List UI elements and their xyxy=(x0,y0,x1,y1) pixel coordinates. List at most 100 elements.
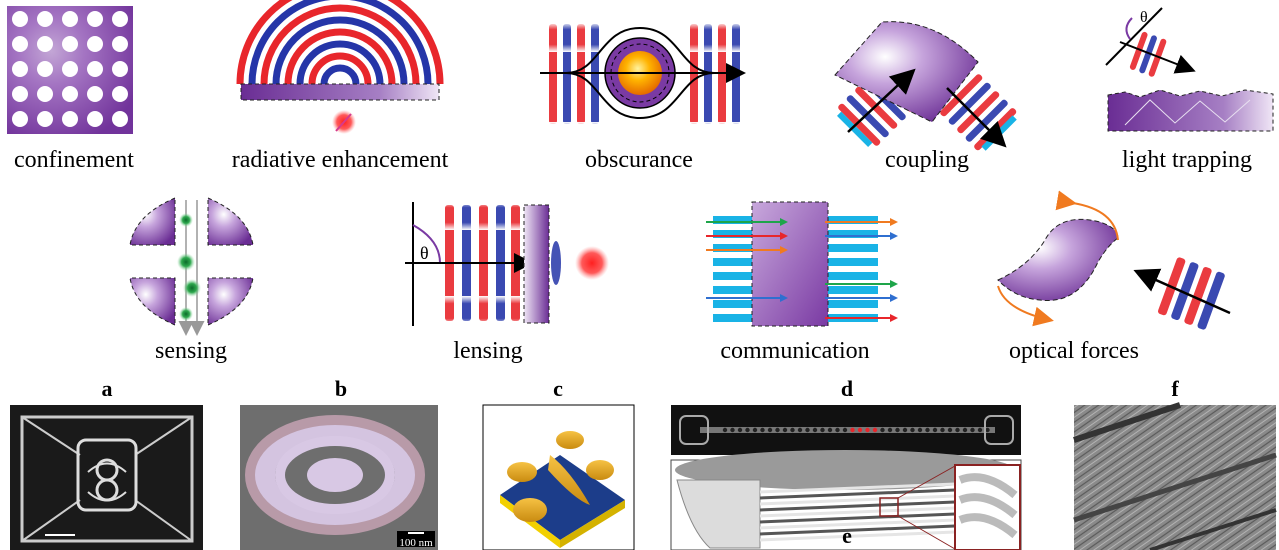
wavefront-ring xyxy=(236,0,444,85)
wave-stripe xyxy=(1129,31,1148,70)
nanobeam-hole xyxy=(910,427,915,433)
waveguide-bar xyxy=(828,286,878,294)
nanobeam-hole xyxy=(775,427,780,433)
waveguide-bar xyxy=(828,230,878,238)
waveguide-bar xyxy=(713,216,753,224)
hole xyxy=(62,61,78,77)
hole xyxy=(37,36,53,52)
hole xyxy=(37,11,53,27)
nanobeam-hole xyxy=(790,427,795,433)
nanobeam-hole xyxy=(820,427,825,433)
layer xyxy=(759,518,956,530)
hole xyxy=(112,61,128,77)
nanobeam-hole xyxy=(902,427,908,433)
layer xyxy=(759,488,956,500)
hole xyxy=(62,11,78,27)
panel-label-d: d xyxy=(841,376,853,401)
nanobeam-hole xyxy=(857,427,863,433)
layer xyxy=(759,530,956,542)
layer xyxy=(759,482,956,494)
coupling-icon xyxy=(834,21,1017,151)
nanobeam-hole xyxy=(917,427,923,433)
nanobeam-hole xyxy=(767,427,773,433)
wave-stripe xyxy=(940,74,983,117)
wavefront-ring xyxy=(296,40,384,85)
hole xyxy=(12,11,28,27)
nanobeam-hole xyxy=(805,427,810,433)
optical-forces-icon xyxy=(997,190,1231,330)
nanobeam-hole xyxy=(865,427,870,433)
nanobeam-hole xyxy=(730,427,735,433)
nanobeam-hole xyxy=(887,427,893,433)
hole xyxy=(37,61,53,77)
hole xyxy=(12,36,28,52)
panel-e-image xyxy=(670,450,1022,550)
hole xyxy=(37,86,53,102)
nanobeam-hole xyxy=(970,427,975,433)
hole xyxy=(112,36,128,52)
nanobeam-hole xyxy=(842,427,848,433)
nanobeam-hole xyxy=(932,427,938,433)
label-coupling: coupling xyxy=(885,147,969,173)
wave-stripe xyxy=(965,99,1008,142)
waveguide-bar xyxy=(713,230,753,238)
hole xyxy=(112,86,128,102)
nanobeam-hole xyxy=(925,427,930,433)
layer xyxy=(759,500,956,512)
panel-a-image xyxy=(10,405,203,550)
waveguide-bar xyxy=(713,300,753,308)
panel-f-image xyxy=(1073,402,1277,550)
nanobeam-hole xyxy=(737,427,743,433)
nanobeam-hole xyxy=(797,427,803,433)
wave-stripe xyxy=(855,86,898,129)
nanobeam-hole xyxy=(880,427,885,433)
wave-stripe xyxy=(957,91,1000,134)
label-confinement: confinement xyxy=(14,147,134,173)
nanobeam-hole xyxy=(760,427,765,433)
nanobeam-hole xyxy=(827,427,833,433)
wave-stripe xyxy=(1171,262,1199,321)
nanobeam-hole xyxy=(977,427,983,433)
wavefront-ring xyxy=(248,0,432,85)
nanobeam-hole xyxy=(782,427,788,433)
layer xyxy=(759,512,956,524)
nanobeam-hole xyxy=(962,427,968,433)
wave-stripe xyxy=(838,103,881,146)
label-lensing: lensing xyxy=(453,338,522,364)
wavefront-ring xyxy=(320,64,360,85)
lensing-theta: θ xyxy=(420,243,429,263)
hole xyxy=(12,86,28,102)
layer xyxy=(759,524,956,536)
hole xyxy=(87,111,103,127)
wave-stripe xyxy=(1148,38,1167,77)
wavefront-ring xyxy=(284,28,396,85)
nanobeam-hole xyxy=(955,427,960,433)
waveguide-bar xyxy=(713,244,753,252)
hole xyxy=(62,36,78,52)
wave-stripe xyxy=(1184,267,1212,325)
light-trapping-theta: θ xyxy=(1140,9,1148,26)
nanobeam-hole xyxy=(722,427,728,433)
label-light-trapping: light trapping xyxy=(1122,147,1252,173)
wavefront-ring xyxy=(272,16,408,85)
wave-stripe xyxy=(1139,35,1157,74)
nanobeam-hole xyxy=(812,427,818,433)
nanobeam-hole xyxy=(850,427,855,433)
waveguide-bar xyxy=(713,258,753,266)
nanobeam-hole xyxy=(947,427,953,433)
label-radiative-enhancement: radiative enhancement xyxy=(232,147,449,173)
nanobeam-hole xyxy=(745,427,750,433)
radiative-enhancement-icon xyxy=(236,0,444,134)
panel-label-a: a xyxy=(102,376,113,401)
hole xyxy=(62,111,78,127)
waveguide-bar xyxy=(713,314,753,322)
waveguide-bar xyxy=(828,216,878,224)
nanobeam-hole xyxy=(835,427,840,433)
label-obscurance: obscurance xyxy=(585,147,693,173)
panel-d-image xyxy=(671,405,1021,455)
nanobeam-hole xyxy=(985,427,990,433)
waveguide-bar xyxy=(713,272,753,280)
confinement-icon xyxy=(7,6,133,134)
hole xyxy=(87,36,103,52)
